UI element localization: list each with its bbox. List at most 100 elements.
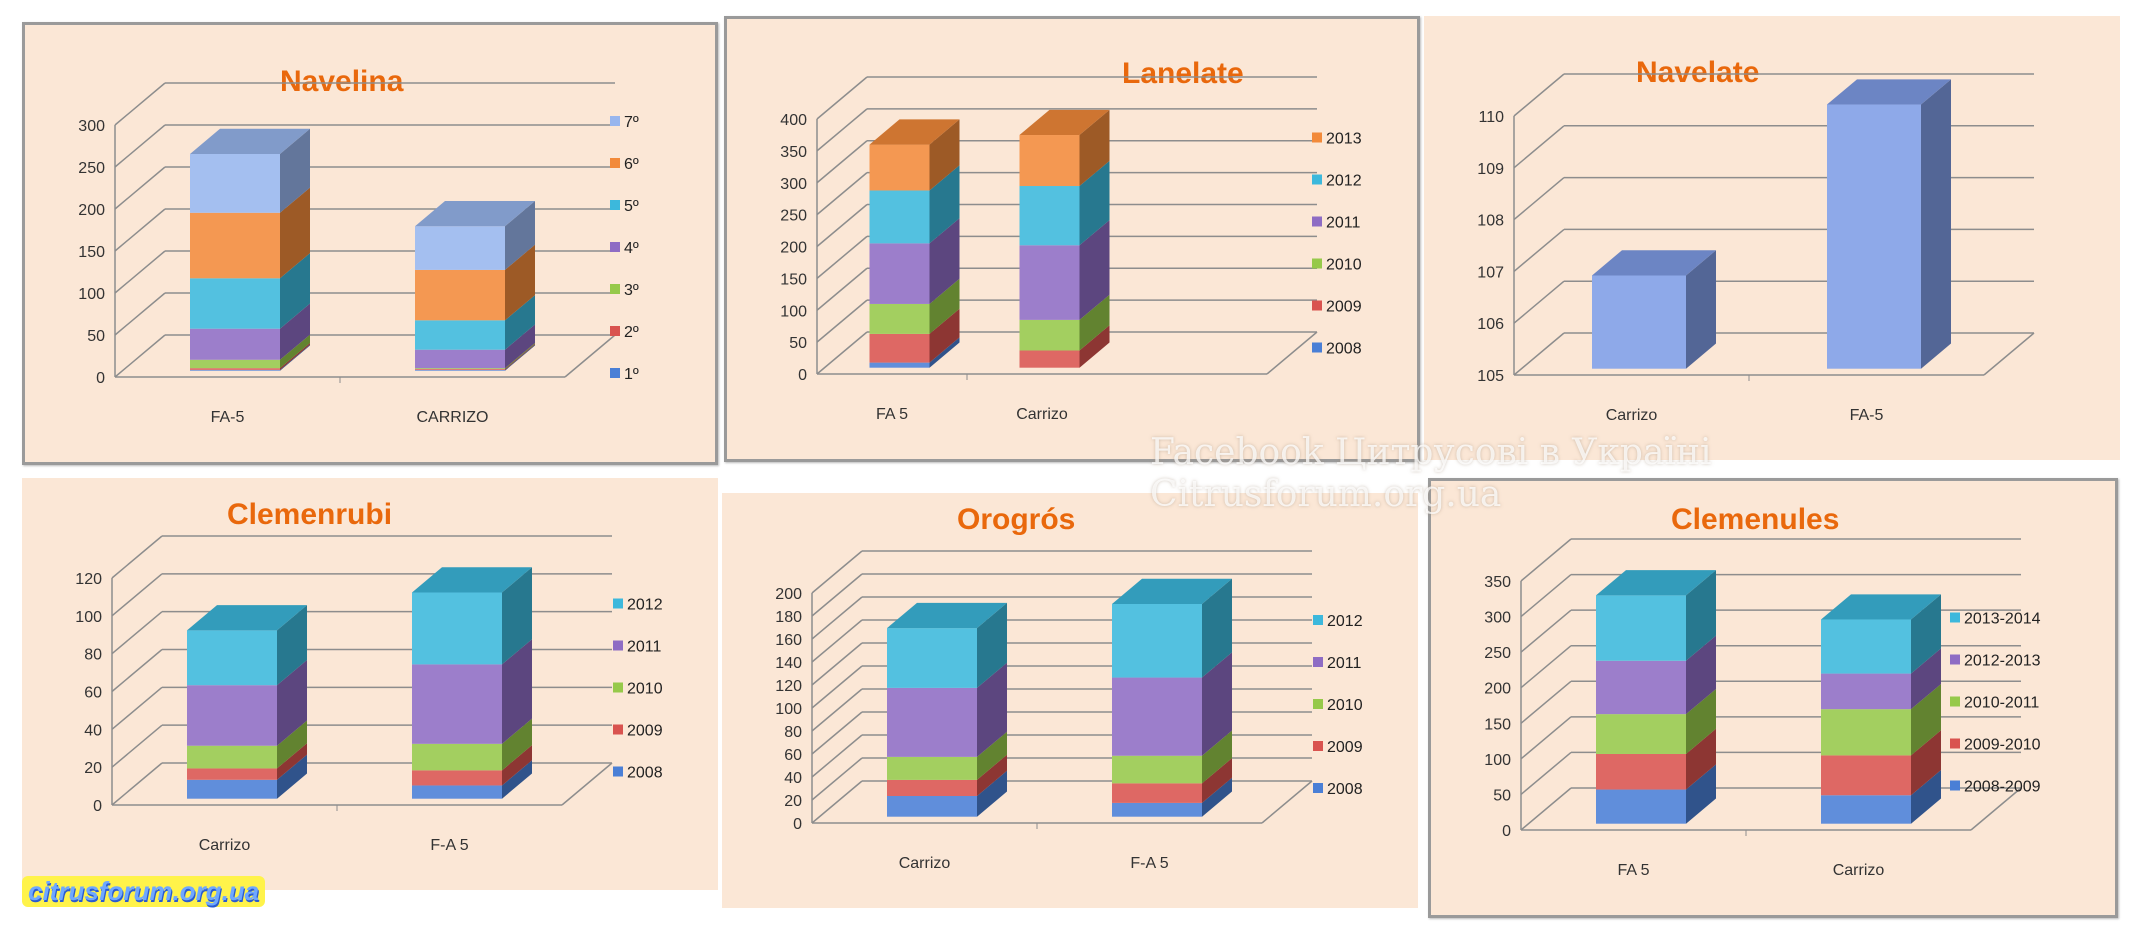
y-tick-label: 100 [780, 303, 807, 320]
side-gridline [111, 724, 163, 768]
bar-side [1202, 578, 1232, 678]
bar-side [1911, 648, 1941, 710]
y-tick-label: 109 [1477, 161, 1504, 178]
floor-edge [561, 762, 613, 806]
bar-side [977, 754, 1007, 796]
bar-front [190, 212, 280, 279]
bar-segment [1821, 730, 1941, 796]
x-category-label: FA 5 [876, 406, 908, 423]
y-tick-label: 300 [780, 176, 807, 193]
side-gridline [1520, 645, 1572, 689]
legend-label: 2009 [627, 723, 663, 740]
site-logo: citrusforum.org.ua [22, 876, 266, 907]
side-gridline [114, 82, 166, 126]
bar-side [1686, 570, 1716, 661]
x-category-label: F-A 5 [1130, 855, 1168, 872]
bar-segment [190, 303, 310, 360]
watermark-line-2: Citrusforum.org.ua [1150, 474, 1502, 515]
bar-segment [869, 308, 960, 363]
y-tick-label: 180 [775, 609, 802, 626]
legend-label: 2º [624, 324, 639, 341]
bar-side [277, 605, 307, 686]
legend-label: 2008-2009 [1964, 779, 2041, 796]
bar-front [1596, 660, 1686, 715]
bar-segment [190, 187, 310, 279]
side-gridline [114, 250, 166, 294]
bar-side [929, 119, 960, 191]
x-category-label: FA-5 [1850, 407, 1884, 424]
y-tick-label: 250 [1484, 645, 1511, 662]
bar-side [277, 743, 307, 780]
bar-segment [412, 745, 532, 786]
y-tick-label: 60 [784, 747, 802, 764]
legend-label: 2012 [1326, 173, 1362, 190]
bar-side [502, 745, 532, 786]
bar-front [187, 745, 277, 769]
legend-swatch [613, 640, 623, 651]
bar-segment [1596, 688, 1716, 754]
side-gridline [811, 757, 863, 801]
bar-front [415, 369, 505, 370]
bar-segment [190, 334, 310, 369]
bar-front [1596, 714, 1686, 754]
y-tick-label: 20 [784, 793, 802, 810]
bar-side [502, 718, 532, 771]
legend-label: 2011 [1327, 655, 1362, 672]
y-tick-label: 105 [1477, 368, 1504, 385]
bar-top [1112, 578, 1232, 604]
bar-front [415, 369, 505, 371]
bar-segment [1019, 294, 1110, 351]
chart-title: Lanelate [1122, 57, 1244, 90]
bar-front [190, 359, 280, 369]
y-tick-label: 250 [78, 160, 105, 177]
bar-segment [412, 639, 532, 744]
legend-swatch [613, 766, 623, 777]
bar-side [1202, 777, 1232, 817]
bar-segment [887, 731, 1007, 780]
side-gridline [111, 611, 163, 655]
legend-label: 2008 [1326, 341, 1362, 358]
bar-side [505, 295, 535, 350]
side-gridline [1513, 332, 1565, 376]
bar-front [1821, 673, 1911, 710]
y-tick-label: 0 [96, 370, 105, 387]
chart-title: Clemenrubi [227, 498, 393, 531]
bar-side [277, 720, 307, 769]
bar-segment [190, 342, 310, 370]
bar-segment [412, 567, 532, 665]
chart-svg: 0 50 100 150 200 250 300 FA-5 CARRIZO 7º 6º 5º 4º 3º 2… [78, 82, 639, 426]
side-gridline [111, 535, 163, 579]
side-gridline [114, 124, 166, 168]
bar-segment [1019, 220, 1110, 320]
y-tick-label: 0 [1502, 823, 1511, 840]
legend-swatch [1313, 783, 1323, 793]
side-gridline [111, 762, 163, 806]
bar-side [1911, 770, 1941, 824]
bar-front [869, 190, 930, 244]
bar-side [929, 278, 960, 334]
bar-segment [887, 754, 1007, 796]
legend-swatch [1950, 780, 1960, 791]
legend-label: 2011 [1326, 215, 1361, 232]
bar-front [187, 779, 277, 799]
bar-top [869, 119, 960, 145]
bar-segment [415, 324, 535, 369]
bar-front [869, 243, 930, 304]
legend-label: 2012 [627, 597, 663, 614]
legend-swatch [610, 326, 620, 336]
legend-label: 2010 [1326, 257, 1362, 274]
y-tick-label: 300 [1484, 610, 1511, 627]
side-gridline [816, 108, 868, 152]
bar-top [415, 201, 535, 227]
y-tick-label: 0 [93, 798, 102, 815]
bar-side [1686, 250, 1716, 369]
bar-segment [1112, 777, 1232, 817]
chart-svg: 0 50 100 150 200 250 300 350 400 FA 5 Carrizo 2013 2… [780, 76, 1362, 423]
bar-segment [869, 165, 960, 244]
bar-front [412, 785, 502, 799]
bar-front [1112, 603, 1202, 678]
bar-front [412, 770, 502, 786]
y-tick-label: 160 [775, 632, 802, 649]
bar-segment [1596, 728, 1716, 790]
legend-label: 2009 [1327, 739, 1363, 756]
